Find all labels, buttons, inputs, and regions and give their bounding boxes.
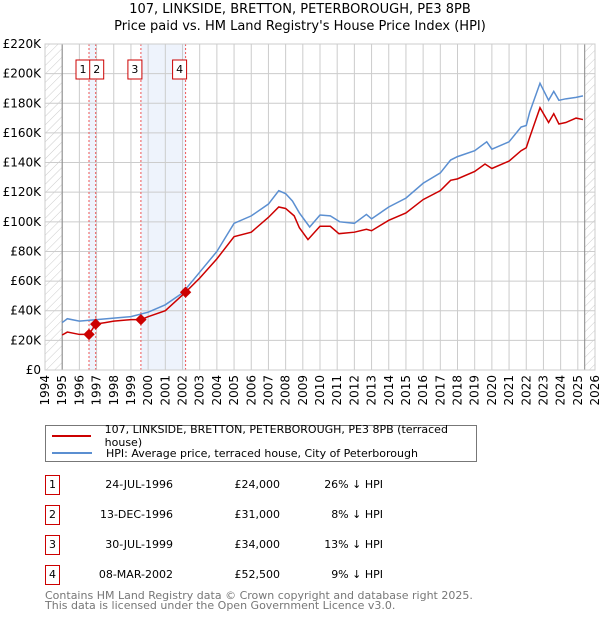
sale-point: [135, 313, 147, 326]
sale-number: 4: [45, 565, 60, 585]
legend: 107, LINKSIDE, BRETTON, PETERBOROUGH, PE…: [45, 423, 477, 462]
footer-line-1: Contains HM Land Registry data © Crown c…: [45, 589, 473, 602]
x-tick-label: 2018: [451, 375, 465, 406]
x-tick-label: 1997: [90, 375, 104, 406]
x-tick-label: 1995: [55, 375, 69, 406]
y-tick-label: £180K: [3, 96, 43, 110]
x-tick-label: 1994: [38, 375, 52, 406]
y-tick-label: £20K: [10, 333, 42, 347]
x-tick-label: 2006: [244, 375, 258, 406]
sale-label: 1: [80, 63, 87, 76]
x-tick-label: 2016: [416, 375, 430, 406]
y-tick-label: £40K: [10, 304, 42, 318]
x-tick-label: 2004: [210, 375, 224, 406]
sale-date: 24-JUL-1996: [105, 478, 173, 491]
x-tick-label: 2001: [158, 375, 172, 406]
sale-number: 2: [45, 505, 60, 525]
sale-band: [89, 44, 96, 370]
sale-number: 1: [45, 475, 60, 495]
x-tick-label: 2005: [227, 375, 241, 406]
legend-item-property: 107, LINKSIDE, BRETTON, PETERBOROUGH, PE…: [46, 423, 476, 449]
sale-hpi-diff: 8% ↓ HPI: [331, 508, 383, 521]
hpi-line: [61, 81, 584, 324]
x-tick-label: 1996: [72, 375, 86, 406]
sale-label-box: [127, 59, 143, 80]
sale-date: 08-MAR-2002: [98, 568, 173, 581]
legend-item-hpi: HPI: Average price, terraced house, City…: [46, 445, 418, 461]
plot-area: £0 £20K £40K £60K £80K £100K £120K £140K £160K £1…: [3, 37, 600, 406]
sale-number: 3: [45, 535, 60, 555]
sale-date: 30-JUL-1999: [105, 538, 173, 551]
y-tick-label: £60K: [10, 274, 42, 288]
x-tick-label: 2008: [279, 375, 293, 406]
sale-price: £34,000: [234, 538, 281, 551]
legend-label: 107, LINKSIDE, BRETTON, PETERBOROUGH, PE…: [104, 423, 448, 449]
y-tick-label: £140K: [3, 156, 43, 170]
sale-price: £52,500: [234, 568, 281, 581]
x-tick-label: 2000: [141, 375, 155, 406]
x-tick-label: 2015: [399, 375, 413, 406]
x-tick-label: 2019: [468, 375, 482, 406]
x-tick-label: 2003: [193, 375, 207, 406]
y-tick-label: £100K: [3, 215, 43, 229]
footer-line-2: This data is licensed under the Open Gov…: [45, 599, 396, 612]
legend-swatch-red: [52, 435, 91, 437]
sale-row: 4 08-MAR-2002 £52,500 9% ↓ HPI: [45, 565, 445, 585]
y-tick-label: £220K: [3, 37, 43, 51]
chart-title: 107, LINKSIDE, BRETTON, PETERBOROUGH, PE…: [129, 2, 471, 17]
x-tick-label: 2025: [571, 375, 585, 406]
sale-row: 2 13-DEC-1996 £31,000 8% ↓ HPI: [45, 505, 445, 525]
x-tick-label: 1999: [124, 375, 138, 406]
sale-label-box: [172, 59, 188, 80]
y-tick-label: £0: [26, 363, 41, 377]
x-tick-label: 2011: [330, 375, 344, 406]
x-tick-label: 2010: [313, 375, 327, 406]
sale-hpi-diff: 9% ↓ HPI: [331, 568, 383, 581]
x-tick-label: 2023: [536, 375, 550, 406]
x-tick-label: 2022: [519, 375, 533, 406]
sale-price: £31,000: [234, 508, 281, 521]
sale-label-box: [89, 59, 105, 80]
x-tick-label: 2020: [485, 375, 499, 406]
x-tick-label: 2002: [176, 375, 190, 406]
x-tick-label: 1998: [107, 375, 121, 406]
sale-date: 13-DEC-1996: [99, 508, 173, 521]
sale-label: 4: [176, 63, 183, 76]
sale-hpi-diff: 26% ↓ HPI: [324, 478, 383, 491]
sale-band: [140, 44, 186, 370]
x-tick-label: 2007: [261, 375, 275, 406]
plot-border: [44, 43, 596, 371]
y-tick-label: £200K: [3, 67, 43, 81]
sale-point: [179, 286, 192, 298]
x-tick-label: 2013: [365, 375, 379, 406]
sale-row: 1 24-JUL-1996 £24,000 26% ↓ HPI: [45, 475, 445, 495]
x-tick-label: 2014: [382, 375, 396, 406]
sale-price: £24,000: [234, 478, 281, 491]
x-tick-label: 2024: [554, 375, 568, 406]
x-tick-label: 2009: [296, 375, 310, 406]
sale-label: 3: [131, 63, 138, 76]
sale-label: 2: [93, 63, 100, 76]
y-tick-label: £80K: [10, 244, 42, 258]
sale-hpi-diff: 13% ↓ HPI: [324, 538, 383, 551]
sale-row: 3 30-JUL-1999 £34,000 13% ↓ HPI: [45, 535, 445, 555]
chart-subtitle: Price paid vs. HM Land Registry's House …: [114, 19, 486, 34]
x-tick-label: 2021: [502, 375, 516, 406]
hatch-after-data: [584, 44, 595, 370]
x-tick-label: 2012: [347, 375, 361, 406]
y-tick-label: £120K: [3, 185, 43, 199]
legend-swatch-blue: [52, 452, 92, 454]
x-tick-label: 2017: [433, 375, 447, 406]
legend-label: HPI: Average price, terraced house, City…: [106, 446, 418, 460]
y-tick-label: £160K: [3, 126, 43, 140]
x-tick-label: 2026: [588, 375, 600, 406]
hatch-before-data: [45, 44, 63, 370]
